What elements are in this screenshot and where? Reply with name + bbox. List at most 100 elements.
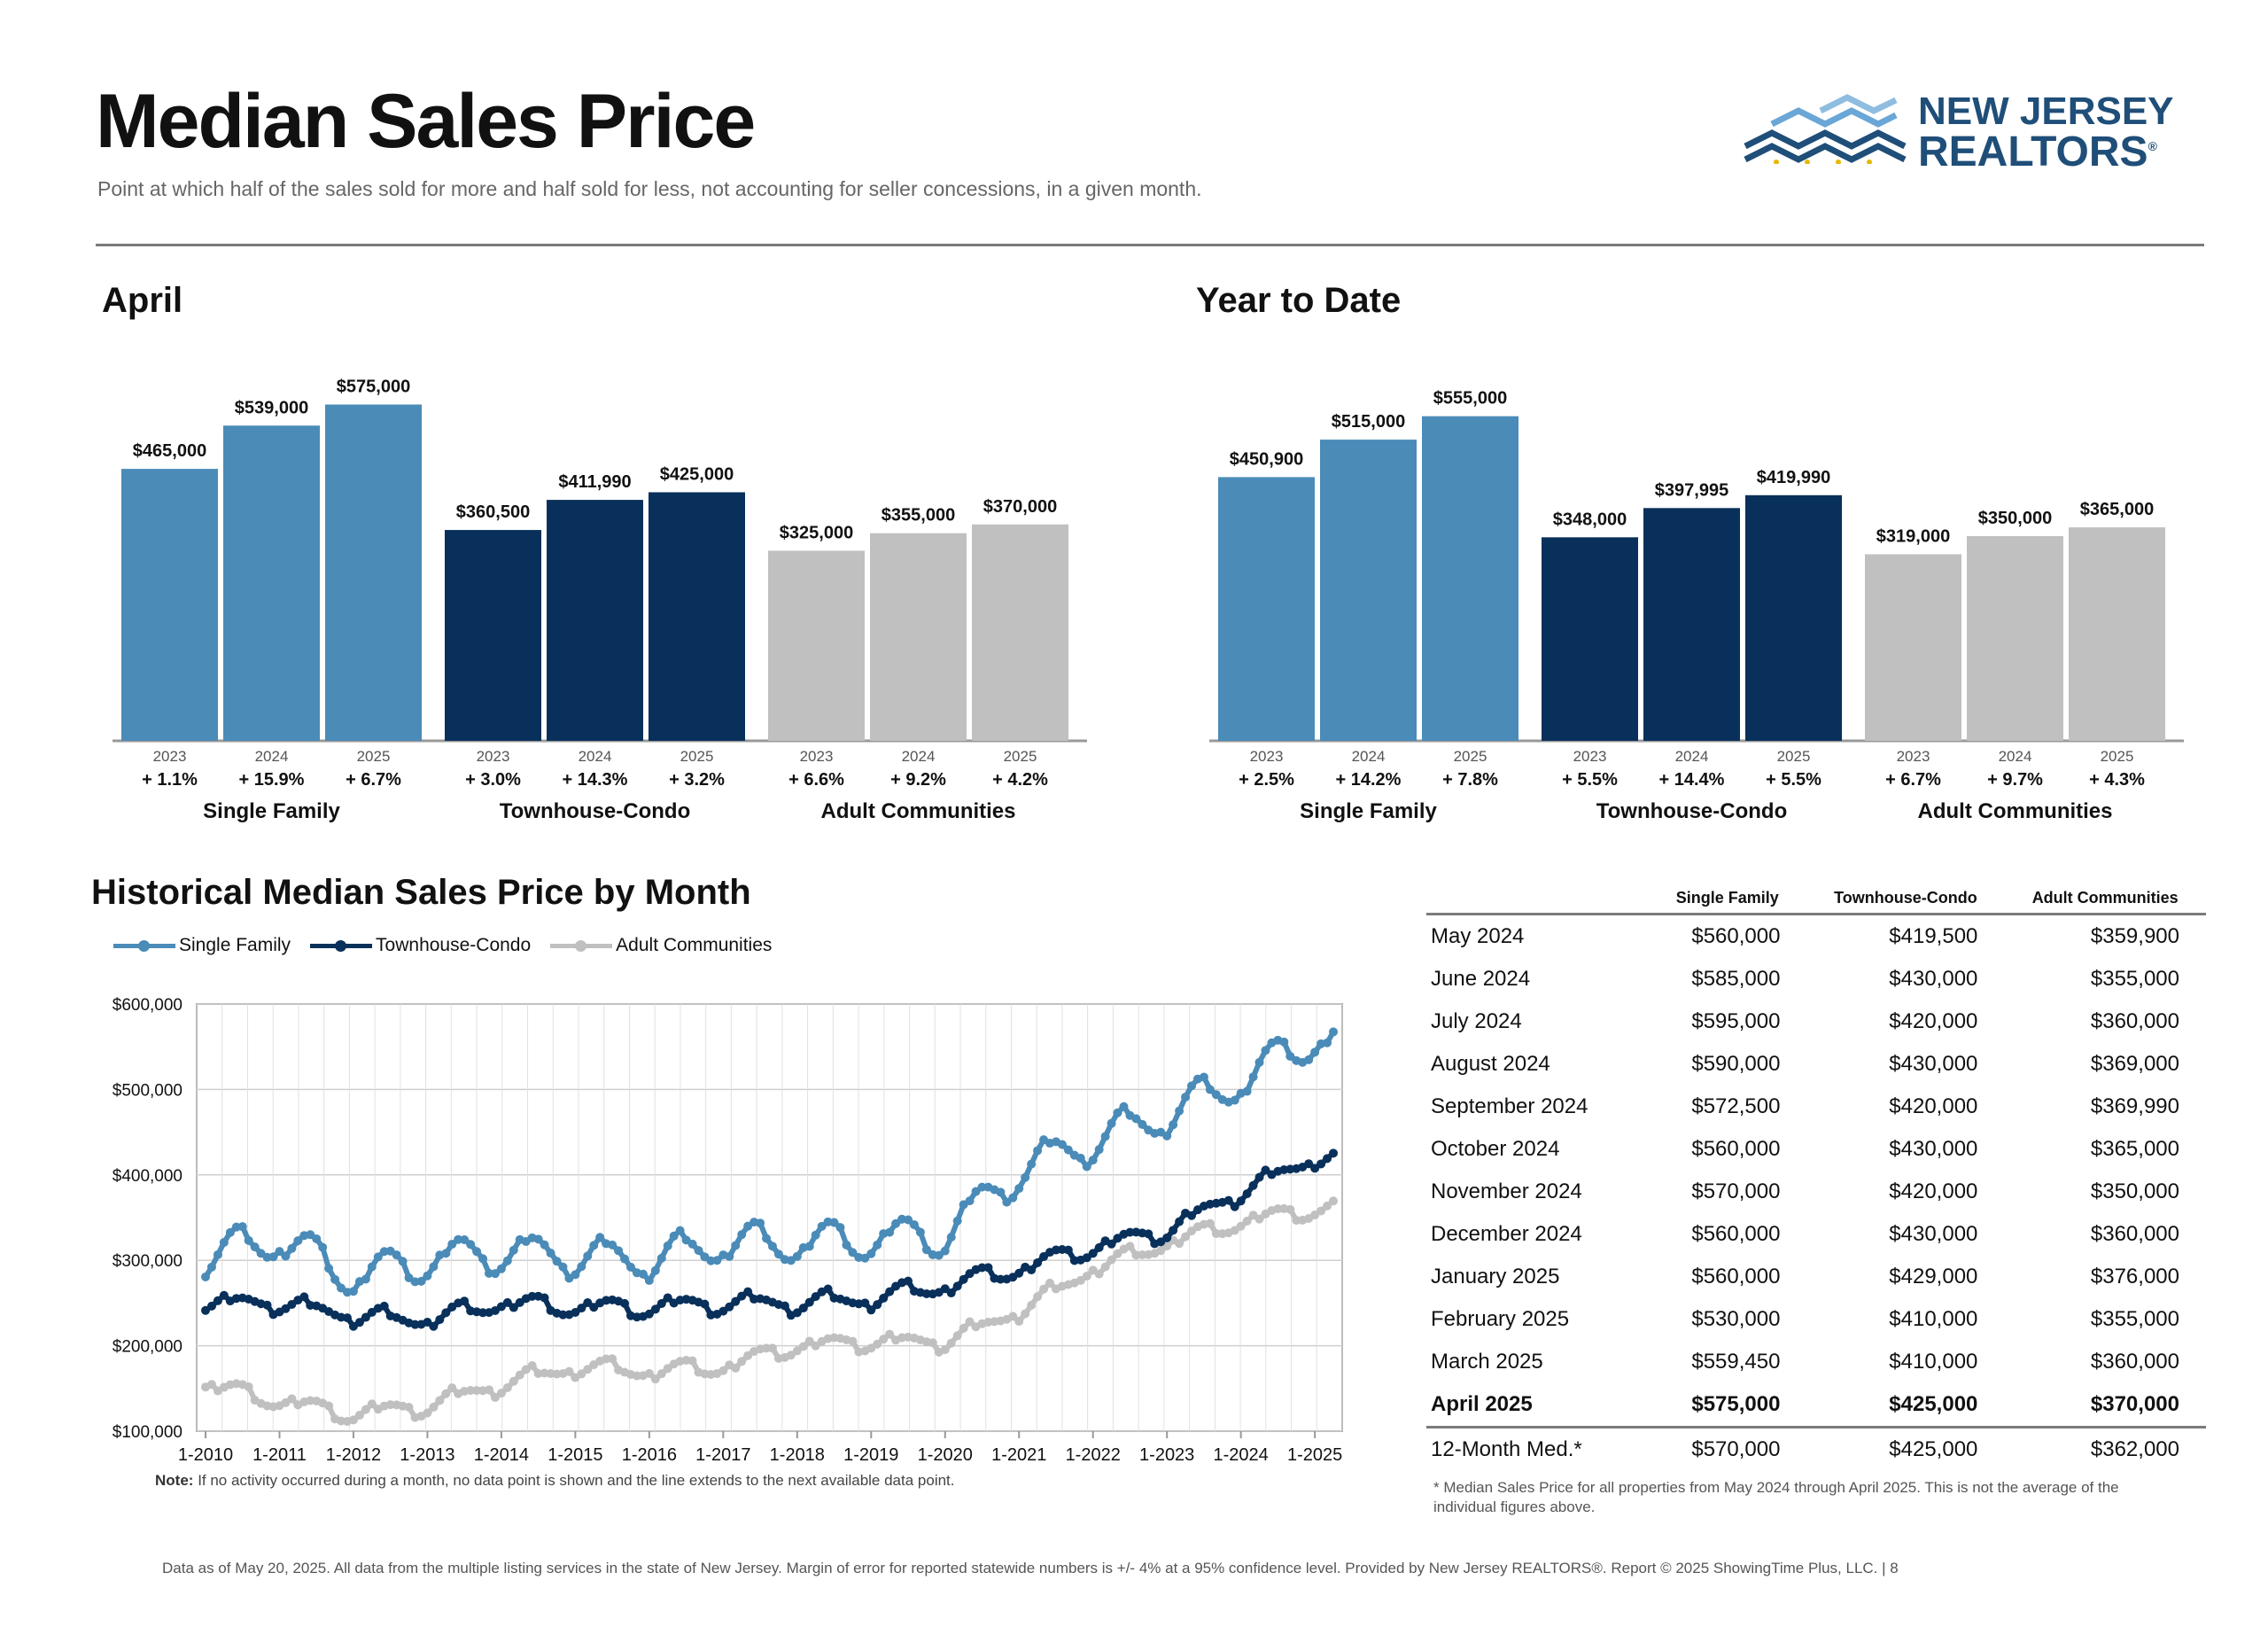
series-point: [762, 1343, 772, 1353]
series-point: [502, 1297, 512, 1307]
x-tick-label: 1-2021: [991, 1445, 1046, 1465]
series-point: [873, 1339, 882, 1349]
bar-year-label: 2025: [680, 748, 714, 765]
y-tick-label: $400,000: [113, 1167, 183, 1186]
series-point: [909, 1220, 919, 1230]
series-point: [287, 1243, 297, 1253]
new-jersey-realtors-logo-icon: [1744, 94, 1907, 164]
series-point: [663, 1293, 672, 1303]
series-point: [496, 1264, 506, 1273]
series-point: [1057, 1140, 1067, 1149]
april-bar: [547, 500, 643, 741]
series-point: [614, 1246, 624, 1256]
bar-change-label: + 6.6%: [788, 770, 844, 790]
series-point: [644, 1309, 654, 1319]
table-row: November 2024 $570,000 $420,000 $350,000: [1426, 1171, 2206, 1213]
series-point: [786, 1351, 796, 1360]
series-point: [1254, 1057, 1264, 1067]
ytd-bar: [1643, 508, 1740, 741]
series-point: [392, 1250, 401, 1260]
series-point: [792, 1251, 802, 1261]
table-cell: $560,000: [1691, 1137, 1781, 1161]
table-cell: $420,000: [1889, 1009, 1978, 1033]
series-point: [1039, 1252, 1049, 1262]
series-point: [1033, 1146, 1043, 1156]
bar-year-label: 2025: [1454, 748, 1487, 765]
x-tick-label: 1-2014: [474, 1445, 529, 1465]
series-point: [287, 1299, 297, 1309]
row-label: August 2024: [1431, 1052, 1550, 1076]
x-tick-label: 1-2013: [400, 1445, 454, 1465]
series-point: [718, 1366, 728, 1375]
x-tick-label: 1-2011: [252, 1445, 307, 1465]
series-point: [213, 1249, 222, 1259]
series-point: [1027, 1265, 1037, 1275]
april-bar: [121, 469, 218, 741]
series-point: [1125, 1242, 1135, 1251]
bar-year-label: 2024: [1352, 748, 1386, 765]
x-tick-label: 1-2023: [1139, 1445, 1194, 1465]
table-cell: $355,000: [2090, 967, 2179, 991]
series-point: [1254, 1214, 1264, 1224]
series-point: [1014, 1268, 1024, 1278]
series-point: [460, 1296, 470, 1306]
series-point: [1156, 1246, 1166, 1256]
series-point: [496, 1389, 506, 1398]
x-tick-label: 1-2010: [178, 1445, 233, 1465]
series-point: [1002, 1197, 1012, 1207]
bar-value-label: $575,000: [337, 378, 410, 397]
series-point: [817, 1221, 827, 1231]
series-point: [829, 1218, 839, 1227]
series-point: [1223, 1195, 1233, 1205]
bar-year-label: 2025: [357, 748, 391, 765]
table-header-row: Single Family Townhouse-Condo Adult Comm…: [1426, 889, 2206, 915]
series-point: [1236, 1221, 1246, 1231]
series-point: [527, 1291, 537, 1301]
series-point: [848, 1336, 858, 1346]
series-point: [404, 1403, 414, 1413]
series-point: [663, 1241, 672, 1250]
series-point: [262, 1300, 272, 1310]
row-label: November 2024: [1431, 1179, 1582, 1203]
series-point: [1027, 1159, 1037, 1169]
table-row: February 2025 $530,000 $410,000 $355,000: [1426, 1298, 2206, 1341]
series-point: [1088, 1249, 1098, 1258]
series-point: [1236, 1196, 1246, 1206]
series-point: [1094, 1269, 1104, 1279]
series-point: [379, 1301, 389, 1311]
table-cell: $430,000: [1889, 967, 1978, 991]
row-label: January 2025: [1431, 1265, 1560, 1288]
row-label: December 2024: [1431, 1222, 1582, 1246]
table-cell: $369,990: [2090, 1094, 2179, 1118]
series-point: [952, 1331, 962, 1341]
series-point: [860, 1298, 870, 1308]
series-point: [656, 1253, 666, 1263]
series-point: [466, 1386, 476, 1396]
april-bar: [870, 533, 967, 741]
bar-change-label: + 9.2%: [890, 770, 946, 790]
table-cell: $420,000: [1889, 1179, 1978, 1203]
table-row: 12-Month Med.* $570,000 $425,000 $362,000: [1426, 1428, 2206, 1472]
series-point: [354, 1318, 364, 1327]
series-point: [564, 1366, 574, 1376]
series-point: [410, 1320, 420, 1329]
series-point: [1205, 1218, 1215, 1228]
bar-year-label: 2023: [1573, 748, 1607, 765]
bar-year-label: 2023: [477, 748, 510, 765]
bar-change-label: + 5.5%: [1766, 770, 1821, 790]
april-bar: [649, 492, 745, 741]
series-point: [478, 1308, 488, 1318]
series-point: [441, 1389, 451, 1398]
series-point: [1082, 1162, 1091, 1172]
series-point: [1100, 1132, 1110, 1141]
series-point: [478, 1254, 488, 1264]
series-point: [866, 1249, 876, 1258]
legend-item-townhouse: Townhouse-Condo: [310, 935, 531, 956]
ytd-chart-title: Year to Date: [1196, 281, 1402, 320]
series-point: [965, 1317, 975, 1327]
col-header: Single Family: [1675, 889, 1779, 907]
ytd-bar: [1542, 537, 1638, 741]
series-point: [206, 1380, 216, 1390]
series-point: [1248, 1180, 1258, 1190]
page-title: Median Sales Price: [96, 79, 756, 164]
